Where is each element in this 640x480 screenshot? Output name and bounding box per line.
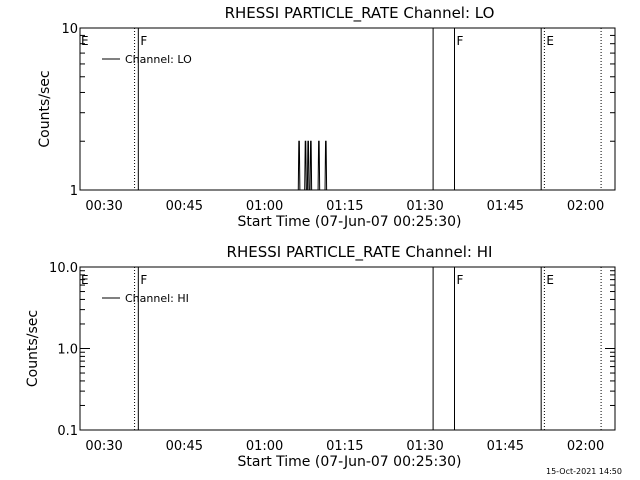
x-tick-label: 02:00 <box>567 439 604 454</box>
x-tick-label: 00:30 <box>85 439 122 454</box>
event-marker-label: E <box>81 273 89 287</box>
event-marker-label: E <box>81 34 89 48</box>
x-axis-label: Start Time (07-Jun-07 00:25:30) <box>238 454 462 470</box>
x-tick-label: 01:45 <box>487 439 524 454</box>
x-tick-label: 01:00 <box>246 199 283 214</box>
y-tick-label: 1.0 <box>57 343 78 358</box>
legend-label: Channel: LO <box>125 53 192 66</box>
x-tick-label: 02:00 <box>567 199 604 214</box>
y-tick-label: 10 <box>61 22 78 37</box>
y-axis-label: Counts/sec <box>25 310 41 387</box>
x-axis-label: Start Time (07-Jun-07 00:25:30) <box>238 214 462 230</box>
event-marker-label: F <box>140 273 147 287</box>
x-tick-label: 00:30 <box>85 199 122 214</box>
event-marker-label: E <box>546 273 554 287</box>
chart-panel-1: RHESSI PARTICLE_RATE Channel: LO 00:30 00:… <box>37 4 616 230</box>
x-tick-label: 01:00 <box>246 439 283 454</box>
x-tick-label: 01:30 <box>406 199 443 214</box>
legend-label: Channel: HI <box>125 292 189 305</box>
series-line-1 <box>80 140 615 190</box>
x-tick-label: 01:15 <box>326 199 363 214</box>
y-tick-label: 10.0 <box>49 261 78 276</box>
x-tick-label: 01:15 <box>326 439 363 454</box>
y-tick-label: 0.1 <box>57 424 78 439</box>
y-tick-label: 1 <box>70 184 78 199</box>
x-tick-label: 01:30 <box>406 439 443 454</box>
event-marker-label: E <box>546 34 554 48</box>
event-marker-label: F <box>140 34 147 48</box>
timestamp-label: 15-Oct-2021 14:50 <box>546 467 622 476</box>
event-marker-label: F <box>457 273 464 287</box>
x-tick-label: 01:45 <box>487 199 524 214</box>
y-axis-label: Counts/sec <box>37 70 53 147</box>
x-tick-label: 00:45 <box>166 199 203 214</box>
event-marker-label: F <box>457 34 464 48</box>
chart-title: RHESSI PARTICLE_RATE Channel: LO <box>225 4 495 23</box>
chart-title: RHESSI PARTICLE_RATE Channel: HI <box>227 243 493 262</box>
x-tick-label: 00:45 <box>166 439 203 454</box>
chart-panel-2: RHESSI PARTICLE_RATE Channel: HI 00:30 00:… <box>25 243 616 470</box>
